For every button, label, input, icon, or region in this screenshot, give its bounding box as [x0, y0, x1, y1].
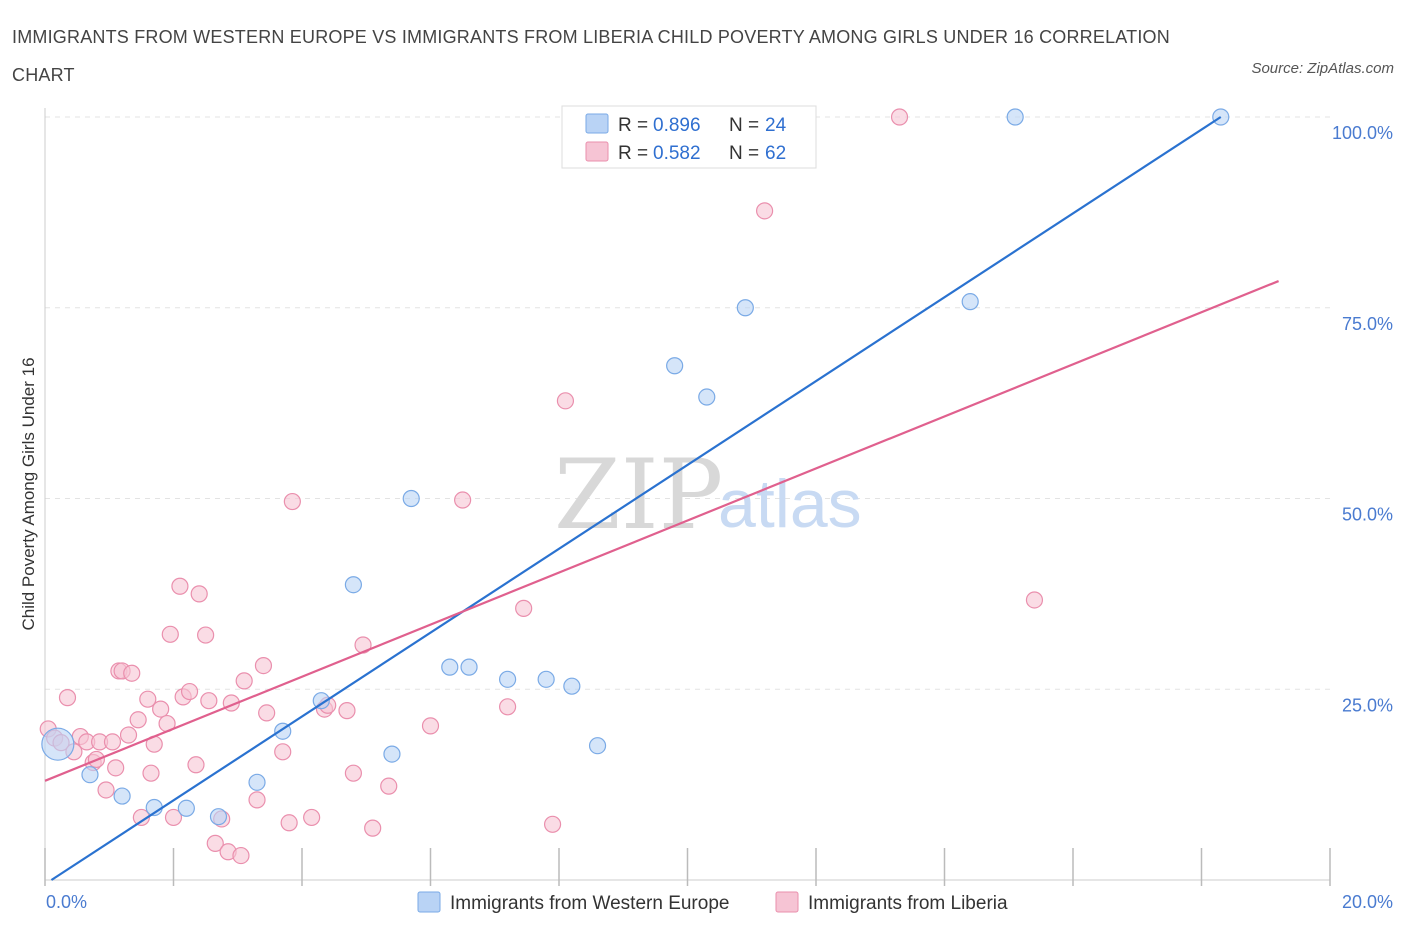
point-western-europe — [441, 658, 459, 676]
legend-n-label-2: N = — [729, 143, 759, 164]
legend-r-label-2: R = — [618, 143, 648, 164]
point-western-europe — [499, 670, 517, 688]
point-western-europe — [209, 808, 228, 826]
stats-legend: R = 0.896 N = 24 R = 0.582 N = 62 — [561, 105, 817, 169]
point-liberia — [129, 711, 147, 729]
point-western-europe — [698, 388, 716, 406]
legend-n-value-1: 24 — [765, 115, 787, 136]
point-liberia — [235, 672, 253, 690]
point-liberia — [380, 777, 398, 795]
point-liberia — [190, 585, 208, 603]
point-liberia — [200, 692, 218, 710]
legend-western-europe-label: Immigrants from Western Europe — [450, 893, 729, 914]
point-western-europe — [961, 293, 979, 311]
trendline-liberia — [44, 280, 1280, 782]
legend-liberia-swatch — [775, 891, 799, 913]
point-western-europe — [537, 670, 555, 688]
x-tick-label: 0.0% — [46, 892, 87, 912]
pink-swatch — [585, 141, 609, 162]
grid-lines — [45, 116, 1330, 690]
trend-lines — [44, 116, 1280, 881]
y-axis-title: Child Poverty Among Girls Under 16 — [19, 357, 38, 630]
series-legend: Immigrants from Western Europe Immigrant… — [417, 891, 1008, 914]
watermark-zip: ZIP — [554, 439, 723, 551]
point-liberia — [543, 815, 562, 833]
point-liberia — [280, 814, 298, 832]
y-tick-label: 50.0% — [1342, 505, 1393, 525]
point-western-europe — [1006, 108, 1024, 126]
point-liberia — [274, 743, 292, 761]
x-tick-label: 20.0% — [1342, 892, 1393, 912]
point-liberia — [344, 764, 362, 782]
point-liberia — [58, 689, 77, 707]
point-liberia — [107, 759, 125, 777]
point-liberia — [103, 733, 122, 751]
y-tick-label: 25.0% — [1342, 695, 1393, 715]
point-western-europe — [402, 489, 420, 508]
point-liberia — [283, 492, 301, 511]
source-label: Source: ZipAtlas.com — [1251, 60, 1394, 77]
point-western-europe — [312, 692, 330, 710]
point-western-europe — [41, 727, 75, 761]
point-liberia — [258, 704, 276, 722]
point-liberia — [132, 808, 150, 827]
point-liberia — [187, 756, 205, 774]
point-liberia — [499, 698, 517, 716]
legend-western-europe-swatch — [417, 891, 441, 913]
point-liberia — [197, 626, 215, 644]
point-western-europe — [666, 357, 684, 375]
point-liberia — [152, 700, 170, 718]
legend-r-value-1: 0.896 — [653, 115, 701, 136]
point-western-europe — [563, 677, 581, 695]
point-liberia — [164, 808, 183, 827]
point-liberia — [515, 599, 533, 617]
point-liberia — [139, 690, 157, 708]
blue-swatch — [585, 113, 609, 134]
point-liberia — [303, 808, 321, 827]
point-liberia — [364, 819, 382, 837]
point-western-europe — [113, 787, 131, 805]
trendline-western-europe — [50, 116, 1222, 881]
point-liberia — [232, 846, 250, 865]
point-liberia — [97, 781, 115, 799]
point-liberia — [119, 726, 138, 744]
point-liberia — [171, 577, 189, 595]
point-liberia — [890, 108, 909, 126]
legend-liberia-label: Immigrants from Liberia — [808, 893, 1008, 914]
point-liberia — [180, 682, 199, 701]
point-liberia — [421, 717, 440, 735]
point-western-europe — [460, 658, 478, 676]
point-western-europe — [383, 745, 401, 763]
point-western-europe — [736, 299, 754, 317]
point-liberia — [161, 625, 179, 643]
point-western-europe — [248, 773, 266, 791]
point-western-europe — [344, 576, 362, 594]
legend-r-label-1: R = — [618, 115, 648, 136]
point-liberia — [123, 664, 141, 682]
point-liberia — [206, 834, 224, 852]
y-tick-label: 75.0% — [1342, 314, 1393, 334]
point-liberia — [254, 656, 273, 675]
point-liberia — [1025, 591, 1044, 609]
point-liberia — [338, 702, 356, 720]
point-western-europe — [81, 766, 99, 784]
point-liberia — [248, 791, 266, 809]
point-western-europe — [177, 799, 195, 817]
tick-labels: 25.0% 50.0% 75.0% 100.0% 0.0% 20.0% — [46, 123, 1393, 912]
legend-n-label-1: N = — [729, 115, 759, 136]
point-liberia — [755, 202, 774, 220]
legend-r-value-2: 0.582 — [653, 143, 701, 164]
y-tick-label: 100.0% — [1332, 123, 1393, 143]
watermark: ZIP atlas — [554, 439, 862, 551]
point-liberia — [142, 764, 160, 782]
chart-title: IMMIGRANTS FROM WESTERN EUROPE VS IMMIGR… — [12, 27, 1170, 85]
legend-n-value-2: 62 — [765, 143, 786, 164]
point-liberia — [454, 491, 472, 509]
watermark-atlas: atlas — [718, 466, 862, 542]
point-western-europe — [588, 737, 607, 755]
point-liberia — [556, 392, 575, 410]
